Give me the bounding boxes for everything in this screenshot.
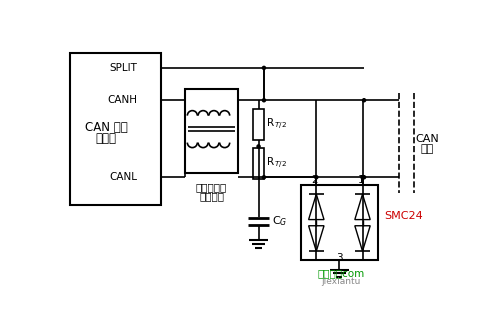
Text: CANH: CANH [107, 95, 137, 105]
Bar [253, 148, 264, 179]
Text: （可选）: （可选） [199, 191, 224, 201]
Text: CANL: CANL [109, 172, 137, 182]
Text: 1: 1 [358, 175, 364, 185]
Circle shape [262, 176, 266, 179]
Bar [253, 109, 264, 140]
Bar [186, 89, 238, 173]
Text: SPLIT: SPLIT [109, 63, 137, 73]
Circle shape [362, 176, 366, 179]
Text: R$_{\,T/2}$: R$_{\,T/2}$ [266, 117, 287, 132]
Text: CAN 总线: CAN 总线 [84, 121, 128, 134]
Circle shape [362, 99, 366, 102]
Text: SMC24: SMC24 [384, 211, 423, 221]
Text: C$_{G}$: C$_{G}$ [272, 214, 287, 228]
Text: 共模拼流圈: 共模拼流圈 [196, 182, 227, 192]
Text: 接线图．com: 接线图．com [318, 269, 364, 279]
Circle shape [262, 66, 266, 70]
Text: CAN: CAN [416, 134, 439, 144]
Circle shape [361, 176, 364, 179]
Circle shape [262, 99, 266, 102]
Text: R$_{\,T/2}$: R$_{\,T/2}$ [266, 156, 287, 171]
Bar [301, 185, 378, 260]
Text: 2: 2 [312, 175, 318, 185]
Text: 3: 3 [336, 253, 342, 263]
Bar [70, 52, 161, 205]
Text: 总线: 总线 [420, 144, 434, 154]
Text: jiexiantu: jiexiantu [322, 277, 360, 286]
Text: 收发器: 收发器 [96, 132, 116, 145]
Circle shape [257, 145, 260, 148]
Circle shape [315, 176, 318, 179]
